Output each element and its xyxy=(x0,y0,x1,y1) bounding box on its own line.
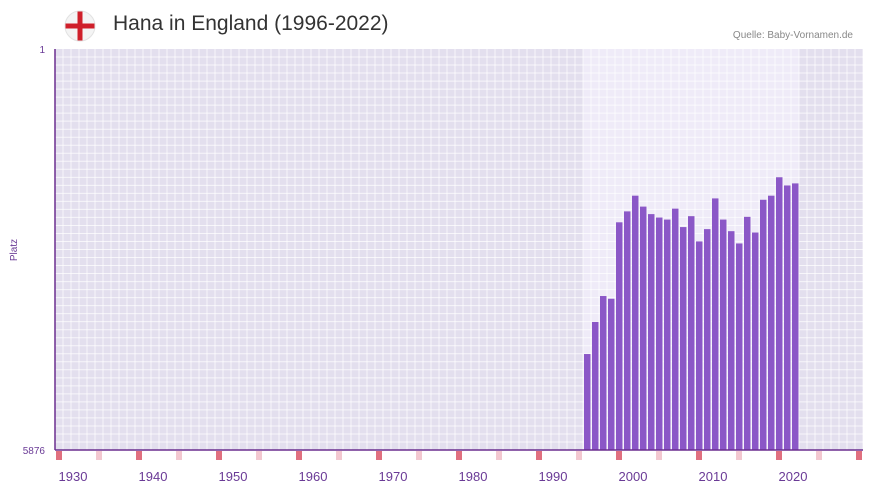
bar xyxy=(600,296,607,450)
half-decade-marker xyxy=(736,451,742,460)
half-decade-marker xyxy=(656,451,662,460)
decade-marker xyxy=(376,451,382,460)
bar xyxy=(648,214,655,450)
half-decade-marker xyxy=(576,451,582,460)
decade-marker xyxy=(56,451,62,460)
bar xyxy=(696,241,703,450)
bar xyxy=(608,298,615,450)
bar xyxy=(768,195,775,450)
decade-markers xyxy=(56,451,862,460)
decade-marker xyxy=(696,451,702,460)
chart-title: Hana in England (1996-2022) xyxy=(113,12,389,35)
england-flag-icon xyxy=(64,10,96,42)
half-decade-marker xyxy=(336,451,342,460)
x-tick-labels: 1930 1940 1950 1960 1970 1980 1990 2000 2010 2020 xyxy=(59,469,808,484)
bar xyxy=(720,219,727,450)
x-tick-label: 1980 xyxy=(459,469,488,484)
bar xyxy=(592,321,599,450)
x-tick-label: 1960 xyxy=(299,469,328,484)
decade-marker xyxy=(296,451,302,460)
half-decade-marker xyxy=(256,451,262,460)
bar xyxy=(712,198,719,450)
source-label: Quelle: Baby-Vornamen.de xyxy=(732,30,853,41)
decade-marker xyxy=(456,451,462,460)
bar xyxy=(664,219,671,450)
decade-marker xyxy=(216,451,222,460)
decade-marker xyxy=(856,451,862,460)
bar xyxy=(776,177,783,450)
bar xyxy=(744,216,751,450)
x-tick-label: 2010 xyxy=(699,469,728,484)
bar xyxy=(728,231,735,450)
decade-marker xyxy=(616,451,622,460)
decade-marker xyxy=(536,451,542,460)
bar-series xyxy=(584,177,799,451)
half-decade-marker xyxy=(416,451,422,460)
bar xyxy=(584,354,591,450)
x-tick-label: 1990 xyxy=(539,469,568,484)
x-tick-label: 1970 xyxy=(379,469,408,484)
bar xyxy=(640,206,647,450)
bar xyxy=(632,195,639,450)
x-tick-label: 1930 xyxy=(59,469,88,484)
bar xyxy=(680,227,687,450)
x-tick-label: 2000 xyxy=(619,469,648,484)
x-tick-label: 1940 xyxy=(139,469,168,484)
decade-marker xyxy=(776,451,782,460)
half-decade-marker xyxy=(816,451,822,460)
x-tick-label: 1950 xyxy=(219,469,248,484)
bar xyxy=(792,183,799,451)
half-decade-marker xyxy=(496,451,502,460)
bar xyxy=(688,216,695,450)
bar xyxy=(704,229,711,450)
decade-marker xyxy=(136,451,142,460)
half-decade-marker xyxy=(96,451,102,460)
bar xyxy=(760,199,767,450)
bar xyxy=(624,211,631,450)
x-tick-label: 2020 xyxy=(779,469,808,484)
bar xyxy=(656,217,663,450)
half-decade-marker xyxy=(176,451,182,460)
bar xyxy=(616,222,623,450)
bar xyxy=(736,243,743,450)
y-axis-label: Platz xyxy=(9,239,20,261)
bar xyxy=(784,185,791,450)
bar xyxy=(672,208,679,450)
y-tick-label-top: 1 xyxy=(39,45,45,56)
bar xyxy=(752,232,759,450)
y-tick-label-bottom: 5876 xyxy=(23,446,46,457)
